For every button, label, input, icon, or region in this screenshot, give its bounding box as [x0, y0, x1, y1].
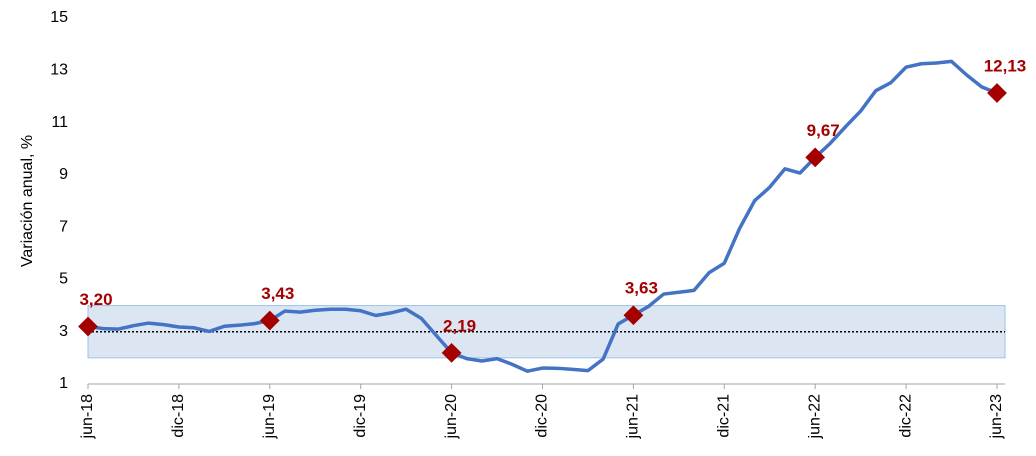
x-tick-label: dic-21 [716, 394, 733, 438]
y-tick-label: 13 [50, 62, 68, 79]
y-tick-label: 3 [59, 323, 68, 340]
value-label: 3,20 [79, 290, 112, 309]
value-label: 2,19 [443, 316, 476, 335]
x-tick-label: jun-23 [988, 394, 1005, 440]
point-marker [259, 310, 280, 331]
x-tick-label: dic-18 [170, 394, 187, 438]
series-line [87, 59, 998, 373]
y-tick-label: 11 [51, 114, 68, 131]
y-tick-label: 1 [59, 375, 68, 392]
point-marker [623, 305, 644, 326]
x-tick-label: jun-20 [443, 394, 460, 440]
value-label: 12,13 [984, 57, 1027, 76]
y-tick-label: 9 [59, 166, 68, 183]
x-tick-label: jun-19 [261, 394, 278, 440]
x-tick-label: dic-20 [534, 394, 551, 438]
value-label: 3,43 [261, 284, 294, 303]
point-marker [441, 342, 462, 363]
value-label: 9,67 [807, 121, 840, 140]
x-tick-label: jun-22 [806, 394, 823, 440]
y-tick-label: 7 [59, 218, 68, 235]
y-tick-label: 5 [59, 271, 68, 288]
value-label: 3,63 [625, 279, 658, 298]
point-marker [78, 316, 98, 337]
y-axis-label: Variación anual, % [19, 135, 36, 267]
y-tick-label: 15 [50, 9, 68, 26]
x-tick-label: jun-21 [625, 394, 642, 440]
x-tick-label: dic-22 [897, 394, 914, 438]
x-tick-label: jun-18 [79, 394, 96, 440]
x-tick-label: dic-19 [352, 394, 369, 438]
point-marker [987, 83, 1007, 103]
